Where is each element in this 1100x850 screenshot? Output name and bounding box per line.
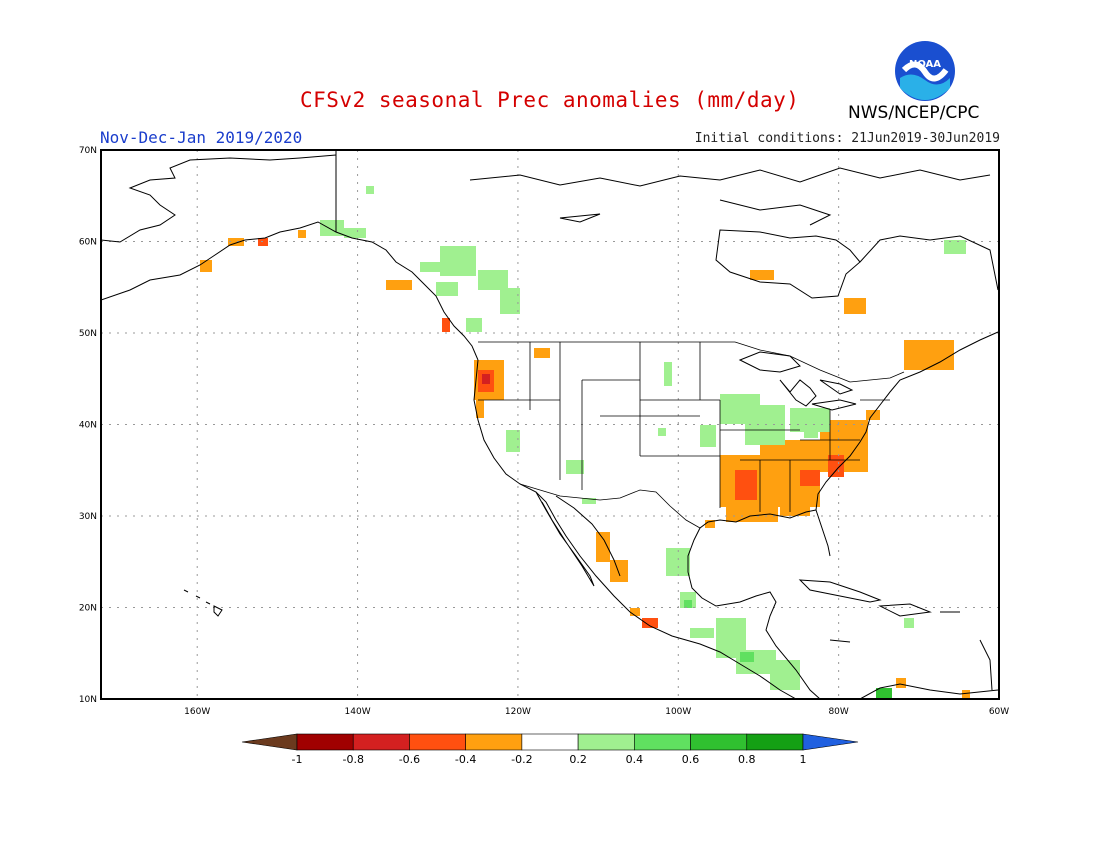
colorbar-swatch: [352, 733, 410, 751]
colorbar-level-label: -0.6: [399, 753, 420, 766]
longitude-tick-label: 160W: [184, 707, 210, 717]
anomaly-cell: [664, 362, 672, 386]
colorbar-level-label: -0.2: [511, 753, 532, 766]
anomaly-cell: [666, 548, 690, 576]
anomaly-cell: [642, 618, 658, 628]
anomaly-cell: [700, 425, 716, 447]
anomaly-cell: [420, 262, 450, 272]
anomaly-cell: [436, 282, 458, 296]
anomaly-cell: [962, 690, 970, 698]
anomaly-cell: [876, 688, 892, 699]
anomaly-cell: [750, 270, 774, 280]
anomaly-cell: [740, 652, 754, 662]
anomaly-cell: [804, 428, 818, 438]
anomaly-cell: [500, 288, 520, 314]
anomaly-cell: [320, 220, 344, 236]
political-borders: [478, 341, 905, 529]
latitude-tick-label: 30N: [79, 512, 97, 522]
colorbar-level-label: 0.4: [626, 753, 644, 766]
colorbar-swatch: [465, 733, 523, 751]
colorbar-swatch: [521, 733, 579, 751]
longitude-tick-label: 140W: [345, 707, 371, 717]
anomaly-cell: [478, 270, 508, 290]
anomaly-cell: [658, 428, 666, 436]
anomaly-cell: [896, 678, 906, 688]
anomaly-cell: [800, 470, 820, 486]
anomaly-cell: [735, 470, 757, 500]
longitude-tick-label: 60W: [989, 707, 1009, 717]
anomaly-cell: [690, 628, 714, 638]
latitude-tick-label: 60N: [79, 238, 97, 248]
agency-label: NWS/NCEP/CPC: [848, 103, 980, 123]
anomaly-shading-layer: [200, 186, 970, 699]
anomaly-cell: [442, 318, 450, 332]
latitude-tick-label: 10N: [79, 695, 97, 705]
anomaly-cell: [705, 520, 715, 528]
map-frame: [100, 149, 1000, 700]
anomaly-cell: [566, 460, 584, 474]
anomaly-cell: [770, 660, 800, 690]
longitude-labels: 160W 140W 120W 100W 80W 60W: [184, 707, 1009, 717]
anomaly-cell: [610, 560, 628, 582]
latitude-tick-label: 20N: [79, 604, 97, 614]
anomaly-cell: [200, 260, 212, 272]
colorbar-low-arrow: [241, 733, 298, 751]
colorbar-high-arrow: [802, 733, 859, 751]
colorbar-swatch: [409, 733, 466, 751]
anomaly-cell: [228, 238, 244, 246]
colorbar-level-label: -0.4: [455, 753, 476, 766]
anomaly-cell: [596, 532, 610, 562]
noaa-logo: NOAA: [895, 41, 955, 101]
latitude-tick-label: 70N: [79, 146, 97, 156]
longitude-tick-label: 100W: [665, 707, 691, 717]
colorbar-swatch: [634, 733, 691, 751]
anomaly-cell: [344, 228, 366, 238]
period-label: Nov-Dec-Jan 2019/2020: [100, 128, 303, 147]
colorbar-level-label: 0.2: [569, 753, 587, 766]
longitude-tick-label: 80W: [828, 707, 848, 717]
anomaly-cell: [582, 498, 596, 504]
latitude-labels: 70N 60N 50N 40N 30N 20N 10N: [79, 146, 97, 705]
anomaly-cell: [366, 186, 374, 194]
anomaly-cell: [866, 410, 880, 420]
coastlines: [101, 150, 999, 699]
anomaly-cell: [476, 398, 484, 418]
anomaly-cell: [726, 500, 778, 522]
colorbar-swatch: [577, 733, 635, 751]
anomaly-cell: [944, 240, 966, 254]
anomaly-cell: [482, 374, 490, 384]
anomaly-cell: [904, 340, 954, 370]
anomaly-cell: [844, 298, 866, 314]
colorbar-level-label: -1: [292, 753, 303, 766]
anomaly-cell: [828, 455, 844, 477]
anomaly-cell: [780, 500, 810, 516]
anomaly-cell: [440, 246, 476, 276]
colorbar-level-label: -0.8: [342, 753, 363, 766]
initial-conditions-label: Initial conditions: 21Jun2019-30Jun2019: [694, 131, 1000, 146]
colorbar-swatch: [296, 733, 354, 751]
colorbar-level-label: 0.6: [682, 753, 700, 766]
latitude-tick-label: 40N: [79, 421, 97, 431]
anomaly-cell: [466, 318, 482, 332]
latitude-tick-label: 50N: [79, 329, 97, 339]
anomaly-cell: [684, 600, 692, 608]
colorbar-swatch: [690, 733, 748, 751]
colorbar: -1 -0.8 -0.6 -0.4 -0.2 0.2 0.4 0.6 0.8 1: [241, 733, 859, 766]
anomaly-cell: [904, 618, 914, 628]
colorbar-level-label: 1: [800, 753, 807, 766]
colorbar-level-label: 0.8: [738, 753, 756, 766]
noaa-logo-text: NOAA: [909, 59, 941, 70]
anomaly-cell: [630, 608, 640, 616]
anomaly-cell: [506, 430, 520, 452]
anomaly-cell: [386, 280, 412, 290]
longitude-tick-label: 120W: [505, 707, 531, 717]
anomaly-cell: [534, 348, 550, 358]
map-title: CFSv2 seasonal Prec anomalies (mm/day): [300, 88, 800, 112]
colorbar-swatch: [746, 733, 804, 751]
anomaly-cell: [298, 230, 306, 238]
